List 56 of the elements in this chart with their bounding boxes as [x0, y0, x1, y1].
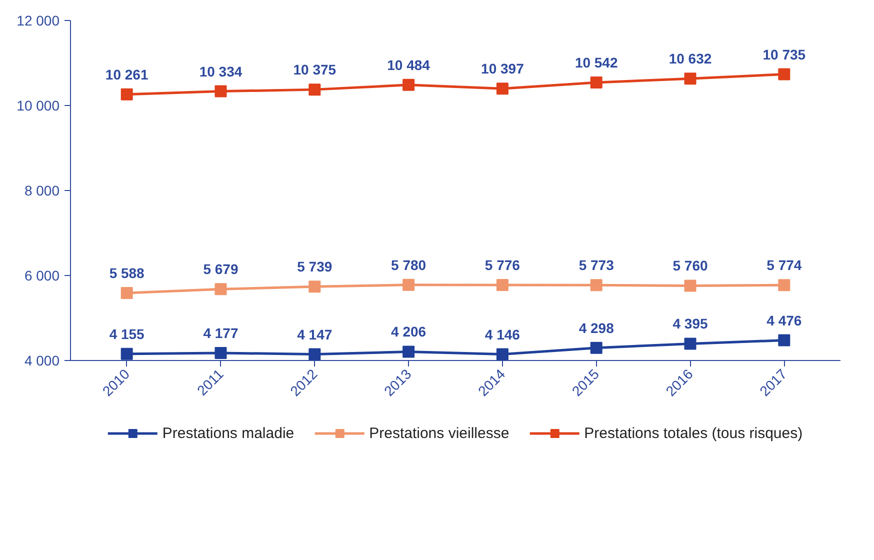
- point: [214, 346, 227, 359]
- data-label: 4 298: [578, 320, 614, 336]
- legend-label: Prestations vieillesse: [369, 424, 510, 442]
- data-label: 5 780: [391, 256, 426, 273]
- data-label: 10 632: [668, 50, 712, 67]
- data-label: 4 155: [109, 326, 145, 342]
- data-label: 10 375: [293, 62, 336, 78]
- point: [778, 68, 790, 80]
- data-label: 4 476: [766, 312, 802, 328]
- point: [214, 85, 227, 98]
- data-label: 5 773: [578, 257, 614, 274]
- point: [402, 346, 415, 358]
- point: [496, 348, 508, 360]
- data-label: 5 776: [484, 257, 520, 274]
- point: [308, 280, 321, 293]
- point: [590, 279, 602, 292]
- point: [120, 88, 133, 100]
- y-tick-label: 10 000: [16, 98, 60, 114]
- point: [778, 334, 790, 346]
- y-tick-label: 8 000: [24, 182, 60, 198]
- point: [590, 76, 602, 88]
- y-tick-label: 6 000: [24, 268, 60, 284]
- point: [496, 279, 508, 292]
- data-label: 5 679: [203, 261, 238, 278]
- data-label: 4 146: [484, 326, 520, 342]
- y-tick-label: 12 000: [16, 12, 60, 28]
- point: [214, 283, 227, 296]
- data-label: 4 177: [203, 324, 238, 341]
- data-label: 4 395: [672, 316, 708, 332]
- data-label: 10 735: [762, 46, 806, 62]
- point: [684, 338, 696, 350]
- data-label: 5 760: [672, 258, 708, 274]
- data-label: 10 484: [387, 56, 430, 73]
- legend-label: Prestations maladie: [162, 424, 294, 442]
- point: [120, 287, 133, 300]
- data-label: 4 206: [391, 324, 426, 340]
- point: [590, 342, 602, 354]
- point: [496, 82, 508, 95]
- point: [684, 72, 696, 85]
- data-label: 4 147: [297, 326, 332, 342]
- point: [308, 84, 321, 96]
- point: [308, 348, 321, 360]
- point: [120, 348, 133, 360]
- data-label: 5 739: [297, 258, 332, 275]
- point: [684, 280, 696, 292]
- data-label: 10 397: [481, 60, 524, 77]
- data-label: 10 261: [105, 66, 148, 82]
- data-label: 5 774: [766, 257, 802, 274]
- data-label: 10 334: [199, 63, 242, 80]
- legend-label: Prestations totales (tous risques): [584, 424, 803, 442]
- point: [402, 278, 415, 291]
- point: [778, 279, 790, 292]
- point: [402, 78, 415, 91]
- data-label: 10 542: [574, 54, 618, 70]
- data-label: 5 588: [109, 265, 145, 282]
- y-tick-label: 4 000: [24, 352, 60, 368]
